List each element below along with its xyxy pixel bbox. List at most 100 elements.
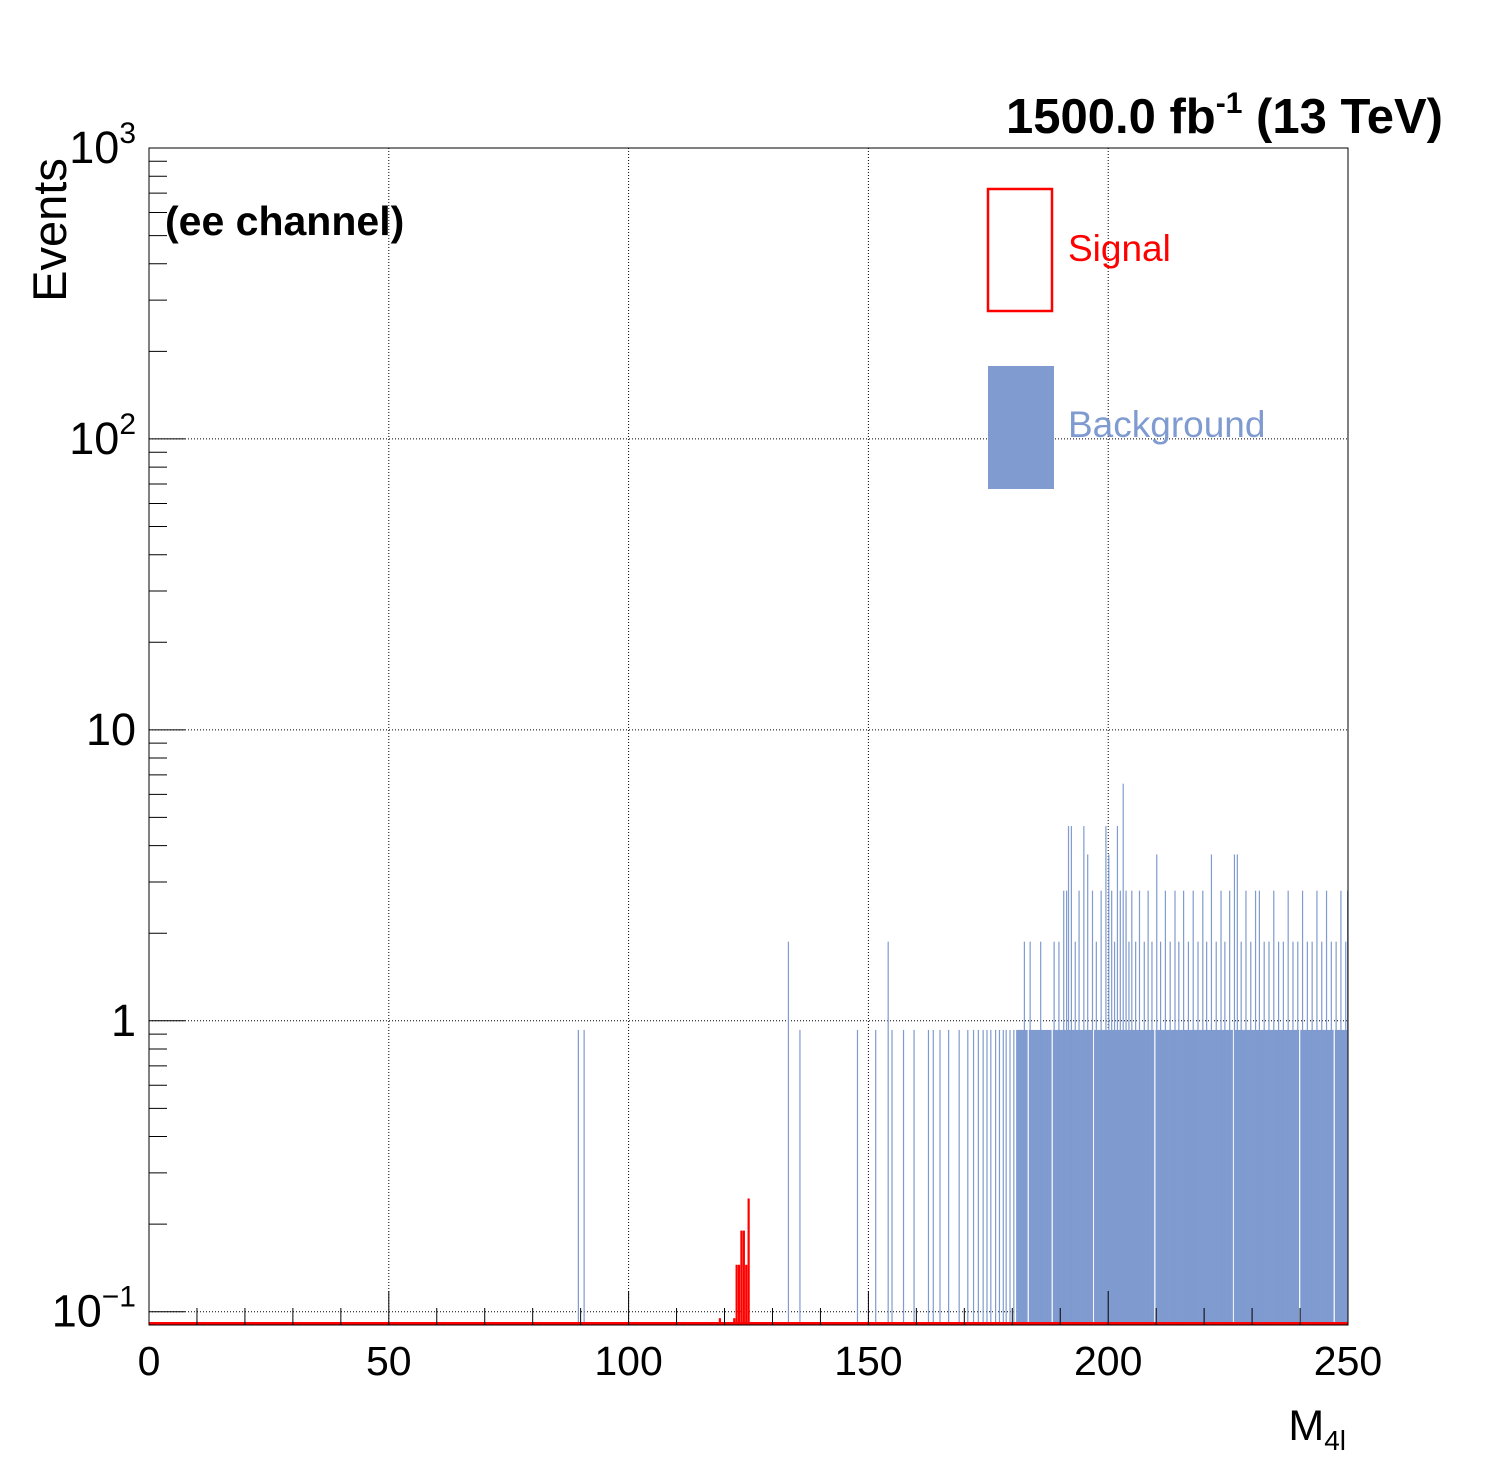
background-bar [1263, 941, 1265, 1325]
background-bar [887, 941, 889, 1325]
background-bar [1009, 1029, 1011, 1325]
y-axis-label: Events [23, 158, 76, 302]
background-bar [1210, 854, 1213, 1325]
background-bar [1013, 1029, 1015, 1325]
background-bar [1078, 890, 1080, 1325]
background-bar [1159, 941, 1162, 1325]
background-bar [990, 1029, 992, 1325]
background-bar [1245, 890, 1247, 1325]
background-bar [1023, 941, 1025, 1325]
background-bar [939, 1029, 941, 1325]
background-bar [1301, 890, 1304, 1325]
background-bar [1131, 890, 1133, 1325]
background-bar [1273, 890, 1275, 1325]
signal-bar [735, 1264, 738, 1325]
x-tick-label: 0 [138, 1338, 161, 1384]
background-bar [967, 1029, 969, 1325]
background-bar [1156, 854, 1158, 1325]
background-gap [1027, 1029, 1029, 1325]
background-bar [1254, 890, 1257, 1325]
background-bar [1046, 1029, 1049, 1325]
y-tick-label: 103 [69, 117, 136, 173]
background-bar [1135, 941, 1137, 1325]
background-bar [1116, 826, 1119, 1325]
y-tick-label: 1 [111, 995, 136, 1046]
background-bar [995, 1029, 997, 1325]
background-bar [1345, 941, 1347, 1325]
background-bar [913, 1029, 915, 1325]
background-bar [1147, 890, 1149, 1325]
x-axis-label: M4l [1288, 1402, 1346, 1456]
background-bar [1074, 941, 1076, 1325]
background-bar [1282, 941, 1284, 1325]
background-bar [927, 1029, 930, 1325]
background-bar [1325, 890, 1328, 1325]
signal-bar [737, 1264, 741, 1325]
background-bar [1119, 890, 1121, 1325]
background-bar [1169, 941, 1171, 1325]
background-bar [1113, 941, 1116, 1325]
background-gap [1333, 1029, 1335, 1325]
background-bar [1067, 826, 1070, 1325]
background-bar [1287, 890, 1289, 1325]
background-bar [1215, 941, 1217, 1325]
background-bar [1292, 941, 1294, 1325]
background-bar [1151, 941, 1153, 1325]
background-bar [891, 1029, 893, 1325]
signal-bar [745, 1264, 748, 1325]
background-bar [998, 1029, 1001, 1325]
background-bar [1164, 890, 1166, 1325]
background-bar [982, 1029, 984, 1325]
y-tick-label: 10−1 [52, 1281, 136, 1337]
background-bar [1091, 890, 1094, 1325]
background-bar [1108, 854, 1110, 1325]
background-bar [972, 1029, 975, 1325]
background-bar [1095, 941, 1097, 1325]
axis-ticks [148, 147, 1349, 1326]
signal-bar [733, 1318, 736, 1325]
background-bar [1311, 941, 1313, 1325]
background-bar [1316, 890, 1318, 1325]
x-tick-label: 100 [594, 1338, 662, 1384]
background-bar [1070, 826, 1072, 1325]
y-tick-label: 10 [86, 704, 136, 755]
background-bar [1035, 1029, 1037, 1325]
background-bar [1277, 941, 1280, 1325]
background-bar [577, 1029, 579, 1325]
x-tick-label: 200 [1074, 1338, 1142, 1384]
background-gap [1299, 1029, 1301, 1325]
legend-background-swatch [988, 366, 1054, 489]
background-bar [1330, 941, 1332, 1325]
plot-frame [148, 147, 1349, 1326]
background-bar [1002, 1029, 1004, 1325]
signal-bar [718, 1318, 721, 1325]
background-bar [1297, 941, 1299, 1325]
background-bar [1029, 941, 1031, 1325]
channel-label: (ee channel) [165, 198, 404, 244]
background-bar [1206, 941, 1208, 1325]
background-bar [856, 1029, 859, 1325]
background-bar [1224, 941, 1226, 1325]
signal-series [149, 1198, 1348, 1325]
background-bar [1220, 890, 1222, 1325]
background-bar [787, 941, 790, 1325]
background-bar [1258, 890, 1260, 1325]
legend: Signal Background [986, 187, 1265, 489]
background-bar [1111, 890, 1113, 1325]
signal-bar [747, 1198, 750, 1325]
signal-bar [740, 1230, 743, 1325]
y-tick-label: 102 [69, 408, 136, 464]
background-bar [1128, 941, 1130, 1325]
x-tick-label: 150 [834, 1338, 902, 1384]
background-bar [1233, 854, 1236, 1325]
background-bar [1192, 890, 1194, 1325]
background-bar [1250, 941, 1252, 1325]
background-bar [932, 1029, 934, 1325]
background-bar [1105, 826, 1107, 1325]
background-bar [1018, 1029, 1021, 1325]
background-bar [1063, 890, 1065, 1325]
background-bar [1187, 941, 1190, 1325]
background-bar [958, 1029, 960, 1325]
background-bar [1340, 890, 1342, 1325]
x-tick-label: 50 [366, 1338, 412, 1384]
